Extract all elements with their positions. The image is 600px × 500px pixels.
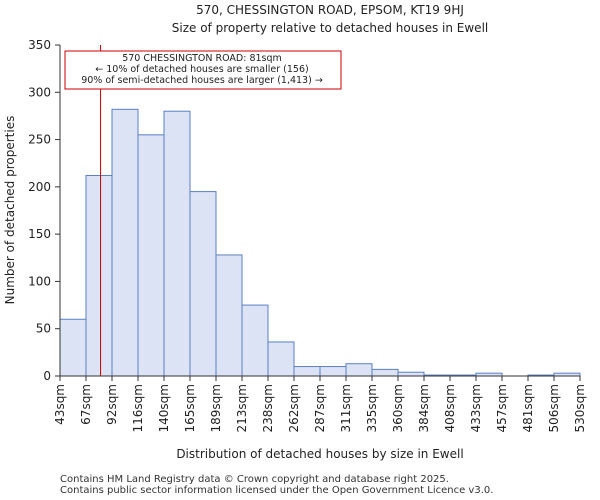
y-axis-label: Number of detached properties	[3, 116, 17, 305]
x-axis-label: Distribution of detached houses by size …	[176, 447, 463, 461]
bar	[397, 371, 425, 377]
bar	[371, 368, 399, 377]
x-tick-label: 530sqm	[573, 384, 587, 432]
y-tick-label: 50	[36, 322, 51, 336]
chart-title: 570, CHESSINGTON ROAD, EPSOM, KT19 9HJ	[196, 3, 464, 17]
x-tick-label: 165sqm	[183, 384, 197, 432]
bar	[319, 366, 347, 377]
x-tick-label: 360sqm	[391, 384, 405, 432]
x-tick-label: 408sqm	[443, 384, 457, 432]
bar	[293, 366, 321, 377]
bar	[267, 341, 295, 377]
x-tick-label: 433sqm	[469, 384, 483, 432]
annotation-box: 570 CHESSINGTON ROAD: 81sqm ← 10% of det…	[64, 50, 342, 90]
x-tick-label: 116sqm	[131, 384, 145, 432]
x-tick-label: 506sqm	[547, 384, 561, 432]
annotation-frame	[64, 50, 342, 90]
x-tick-label: 287sqm	[313, 384, 327, 432]
footer-licence: Contains public sector information licen…	[60, 485, 494, 496]
bar	[137, 134, 165, 377]
bar	[189, 191, 217, 377]
bar	[111, 108, 139, 377]
y-tick-label: 150	[28, 227, 51, 241]
x-tick-label: 189sqm	[209, 384, 223, 432]
chart-subtitle: Size of property relative to detached ho…	[172, 21, 488, 35]
bar	[345, 363, 373, 377]
x-tick-label: 92sqm	[105, 384, 119, 425]
bar	[215, 254, 243, 377]
x-tick-label: 140sqm	[157, 384, 171, 432]
x-tick-label: 67sqm	[79, 384, 93, 425]
y-tick-label: 350	[28, 38, 51, 52]
x-tick-label: 238sqm	[261, 384, 275, 432]
bar	[59, 318, 87, 377]
annotation-line-1: 570 CHESSINGTON ROAD: 81sqm	[122, 53, 282, 64]
y-tick-label: 250	[28, 133, 51, 147]
annotation-line-3: 90% of semi-detached houses are larger (…	[81, 75, 323, 86]
annotation-line-2: ← 10% of detached houses are smaller (15…	[95, 64, 308, 75]
bar	[163, 110, 191, 377]
x-tick-label: 481sqm	[521, 384, 535, 432]
bar	[241, 304, 269, 377]
footer-copyright: Contains HM Land Registry data © Crown c…	[60, 474, 449, 485]
y-tick-label: 200	[28, 180, 51, 194]
x-tick-label: 335sqm	[365, 384, 379, 432]
x-tick-label: 43sqm	[53, 384, 67, 425]
x-tick-label: 262sqm	[287, 384, 301, 432]
y-tick-label: 100	[28, 274, 51, 288]
x-tick-label: 457sqm	[495, 384, 509, 432]
y-tick-label: 0	[43, 369, 51, 383]
bar	[85, 175, 113, 377]
x-tick-label: 311sqm	[339, 384, 353, 432]
x-tick-label: 384sqm	[417, 384, 431, 432]
x-tick-label: 213sqm	[235, 384, 249, 432]
y-tick-label: 300	[28, 85, 51, 99]
